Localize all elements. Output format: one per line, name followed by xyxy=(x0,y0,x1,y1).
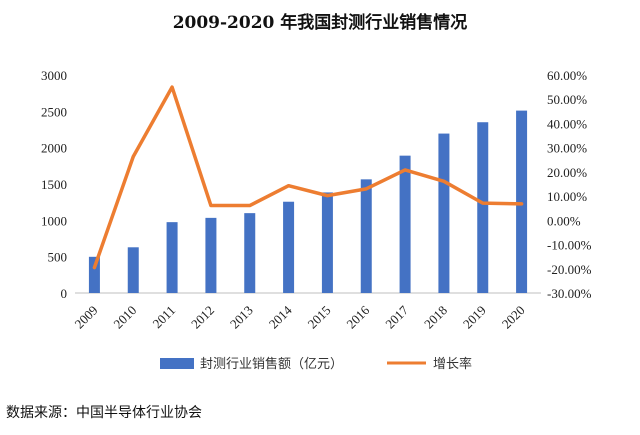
source-note: 数据来源：中国半导体行业协会 xyxy=(6,405,202,421)
growth-line xyxy=(92,85,524,270)
growth-point xyxy=(325,194,329,198)
growth-point xyxy=(209,204,213,208)
x-tick-label: 2009 xyxy=(72,303,101,332)
bar xyxy=(205,217,217,293)
y-left-tick-label: 500 xyxy=(48,250,68,265)
x-tick-label: 2013 xyxy=(227,303,256,332)
y-left-tick-label: 1000 xyxy=(41,213,67,228)
y-right-tick-label: -10.00% xyxy=(547,238,592,253)
y-left-tick-label: 3000 xyxy=(41,68,67,83)
x-tick-label: 2012 xyxy=(188,303,217,332)
x-tick-label: 2016 xyxy=(343,302,372,331)
y-left-tick-label: 1500 xyxy=(41,177,67,192)
chart-title: 2009-2020 年我国封测行业销售情况 xyxy=(173,12,468,33)
x-tick-label: 2019 xyxy=(460,303,489,332)
bar xyxy=(360,179,372,293)
growth-point xyxy=(248,204,252,208)
bar xyxy=(516,110,528,294)
x-tick-label: 2015 xyxy=(305,303,334,332)
x-tick-label: 2010 xyxy=(110,303,139,332)
legend-swatch-sales xyxy=(160,358,194,369)
y-right-tick-label: 40.00% xyxy=(547,116,587,131)
y-right-tick-label: 0.00% xyxy=(547,213,581,228)
y-right-tick-label: 30.00% xyxy=(547,141,587,156)
growth-point xyxy=(403,168,407,172)
bar xyxy=(283,201,295,293)
growth-point xyxy=(364,187,368,191)
y-right-tick-label: 10.00% xyxy=(547,189,587,204)
bar xyxy=(166,222,178,293)
bar xyxy=(399,155,411,293)
y-right-tick-label: 50.00% xyxy=(547,92,587,107)
y-right-tick-label: 60.00% xyxy=(547,68,587,83)
x-tick-label: 2020 xyxy=(499,303,528,332)
bar xyxy=(127,247,139,293)
y-right-tick-label: -30.00% xyxy=(547,286,592,301)
legend-label-sales: 封测行业销售额（亿元） xyxy=(200,356,343,372)
growth-point xyxy=(287,184,291,188)
y-left-tick-label: 2000 xyxy=(41,141,67,156)
bar xyxy=(438,133,450,293)
legend-label-growth: 增长率 xyxy=(433,356,472,372)
growth-point xyxy=(170,85,174,89)
y-right-tick-label: 20.00% xyxy=(547,165,587,180)
growth-point xyxy=(520,202,524,206)
growth-point xyxy=(92,266,96,270)
bar xyxy=(477,122,489,293)
plot-area: 0 500 1000 1500 2000 2500 3000 -30.00% -20.00% -1… xyxy=(41,68,592,332)
bar xyxy=(321,192,333,293)
growth-point xyxy=(481,201,485,205)
y-left-tick-label: 2500 xyxy=(41,104,67,119)
y-right-tick-label: -20.00% xyxy=(547,262,592,277)
legend: 封测行业销售额（亿元） 增长率 xyxy=(160,356,472,372)
x-tick-label: 2018 xyxy=(421,303,450,332)
x-tick-label: 2011 xyxy=(150,303,179,332)
growth-point xyxy=(442,179,446,183)
x-tick-label: 2017 xyxy=(382,302,411,331)
bar xyxy=(88,256,100,293)
growth-point xyxy=(131,155,135,159)
x-tick-label: 2014 xyxy=(266,302,295,331)
bar xyxy=(244,213,256,293)
y-left-tick-label: 0 xyxy=(61,286,68,301)
